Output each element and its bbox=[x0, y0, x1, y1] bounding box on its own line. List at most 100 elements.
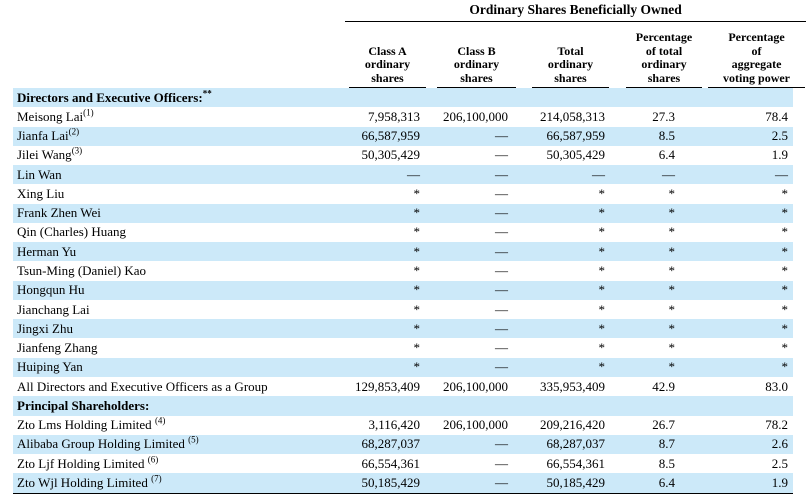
footnote-marker: ** bbox=[202, 88, 212, 99]
cell-class-a-shares: 50,185,429 bbox=[345, 473, 430, 494]
table-row: Qin (Charles) Huang * — * * * bbox=[0, 223, 806, 242]
left-margin bbox=[0, 127, 13, 146]
row-label-text: Lin Wan bbox=[17, 166, 62, 182]
cell-class-a-shares: * bbox=[413, 301, 421, 317]
cell-class-a-shares: * bbox=[345, 357, 430, 377]
right-margin bbox=[793, 184, 806, 203]
cell-pct-total-shares: 42.9 bbox=[652, 378, 675, 394]
shareholder-name: Zto Wjl Holding Limited (7) bbox=[13, 473, 345, 494]
cell-total-shares: 50,305,429 bbox=[546, 147, 606, 163]
cell-pct-voting-power: * bbox=[705, 319, 793, 339]
left-margin bbox=[0, 0, 13, 22]
row-label-text: Qin (Charles) Huang bbox=[17, 224, 127, 240]
cell-class-a-shares: * bbox=[345, 319, 430, 339]
cell-pct-total-shares: 6.4 bbox=[658, 147, 675, 163]
cell-total-shares bbox=[519, 396, 612, 416]
shareholder-name: Herman Yu bbox=[13, 242, 345, 262]
cell-class-b-shares: 206,100,000 bbox=[443, 417, 508, 433]
cell-class-a-shares: — bbox=[345, 165, 430, 185]
cell-total-shares: 335,953,409 bbox=[540, 378, 605, 394]
table-header: Ordinary Shares Beneficially Owned Class… bbox=[0, 0, 806, 88]
shareholder-name: Jianfa Lai(2) bbox=[13, 126, 345, 146]
table-row: Herman Yu * — * * * bbox=[0, 242, 806, 262]
cell-total-shares: 66,587,959 bbox=[519, 126, 612, 146]
footnote-marker: (2) bbox=[68, 126, 80, 137]
cell-class-b-shares: 206,100,000 bbox=[443, 108, 508, 124]
cell-class-b-shares: — bbox=[430, 473, 519, 494]
cell-total-shares: 214,058,313 bbox=[540, 108, 605, 124]
left-margin bbox=[0, 88, 13, 107]
table-row: Huiping Yan * — * * * bbox=[0, 357, 806, 377]
row-label-text: Xing Liu bbox=[17, 185, 65, 201]
shareholder-name: Qin (Charles) Huang bbox=[13, 223, 345, 242]
cell-pct-voting-power: * bbox=[781, 301, 789, 317]
left-margin bbox=[0, 338, 13, 357]
column-header-pct-voting: Percentage of aggregate voting power bbox=[705, 22, 806, 88]
table-row: Alibaba Group Holding Limited (5) 68,287,… bbox=[0, 434, 806, 455]
table-row: Jilei Wang(3) 50,305,429 — 50,305,429 6.4 1.9 bbox=[0, 146, 806, 165]
cell-pct-voting-power: * bbox=[705, 357, 793, 377]
table-row: All Directors and Executive Officers as … bbox=[0, 377, 806, 396]
row-label-text: Jilei Wang bbox=[17, 147, 72, 163]
left-margin bbox=[0, 281, 13, 300]
cell-class-a-shares: * bbox=[413, 340, 421, 356]
row-label-text: Jingxi Zhu bbox=[17, 320, 73, 336]
column-header-label: Percentage of aggregate voting power bbox=[708, 30, 806, 88]
row-label-text: All Directors and Executive Officers as … bbox=[17, 378, 268, 394]
row-label-text: Zto Ljf Holding Limited bbox=[17, 455, 145, 471]
cell-class-b-shares: 206,100,000 bbox=[443, 378, 508, 394]
cell-class-a-shares: * bbox=[413, 263, 421, 279]
cell-total-shares bbox=[519, 88, 612, 108]
cell-pct-total-shares: * bbox=[612, 203, 705, 223]
right-margin bbox=[793, 358, 806, 377]
shareholder-name: Frank Zhen Wei bbox=[13, 203, 345, 223]
row-label-text: Meisong Lai bbox=[17, 108, 84, 124]
right-margin bbox=[793, 416, 806, 435]
cell-class-a-shares bbox=[345, 396, 430, 416]
cell-total-shares: 68,287,037 bbox=[519, 434, 612, 455]
table-row: Zto Ljf Holding Limited (6) 66,554,361 — 66… bbox=[0, 454, 806, 473]
right-margin bbox=[793, 146, 806, 165]
cell-class-a-shares: 129,853,409 bbox=[355, 378, 420, 394]
right-margin bbox=[793, 127, 806, 146]
footnote-marker: (3) bbox=[71, 146, 83, 157]
cell-total-shares: * bbox=[598, 185, 606, 201]
label-column-header-empty bbox=[13, 22, 345, 88]
cell-pct-total-shares: * bbox=[668, 263, 676, 279]
cell-class-b-shares: — bbox=[430, 203, 519, 223]
cell-class-a-shares: 7,958,313 bbox=[368, 108, 420, 124]
shareholder-name: Xing Liu bbox=[13, 184, 345, 203]
cell-pct-total-shares bbox=[612, 88, 705, 108]
left-margin bbox=[0, 473, 13, 494]
left-margin bbox=[0, 377, 13, 396]
cell-class-b-shares: — bbox=[430, 319, 519, 339]
table-body: Directors and Executive Officers:** Meiso… bbox=[0, 88, 806, 494]
cell-pct-voting-power: * bbox=[705, 242, 793, 262]
table-row: Meisong Lai(1) 7,958,313 206,100,000 214,05… bbox=[0, 107, 806, 126]
cell-pct-voting-power: * bbox=[781, 185, 789, 201]
shareholder-name: Huiping Yan bbox=[13, 357, 345, 377]
right-margin bbox=[793, 377, 806, 396]
cell-total-shares: * bbox=[598, 263, 606, 279]
shareholder-name: All Directors and Executive Officers as … bbox=[13, 377, 345, 396]
cell-class-b-shares: — bbox=[495, 455, 508, 471]
cell-class-b-shares: — bbox=[430, 242, 519, 262]
left-margin bbox=[0, 300, 13, 319]
cell-pct-total-shares: * bbox=[668, 301, 676, 317]
cell-class-b-shares: — bbox=[495, 224, 508, 240]
table-row: Tsun-Ming (Daniel) Kao * — * * * bbox=[0, 261, 806, 280]
cell-class-a-shares: 66,587,959 bbox=[345, 126, 430, 146]
cell-pct-total-shares: — bbox=[612, 165, 705, 185]
left-margin bbox=[0, 242, 13, 261]
left-margin bbox=[0, 416, 13, 435]
cell-class-a-shares bbox=[345, 88, 430, 108]
shareholder-name: Jilei Wang(3) bbox=[13, 146, 345, 165]
row-label-text: Herman Yu bbox=[17, 243, 77, 259]
cell-pct-voting-power: * bbox=[781, 340, 789, 356]
cell-total-shares: 50,185,429 bbox=[519, 473, 612, 494]
row-label-text: Huiping Yan bbox=[17, 359, 83, 375]
cell-class-a-shares: 66,554,361 bbox=[361, 455, 421, 471]
row-label-text: Jianfa Lai bbox=[17, 128, 69, 144]
